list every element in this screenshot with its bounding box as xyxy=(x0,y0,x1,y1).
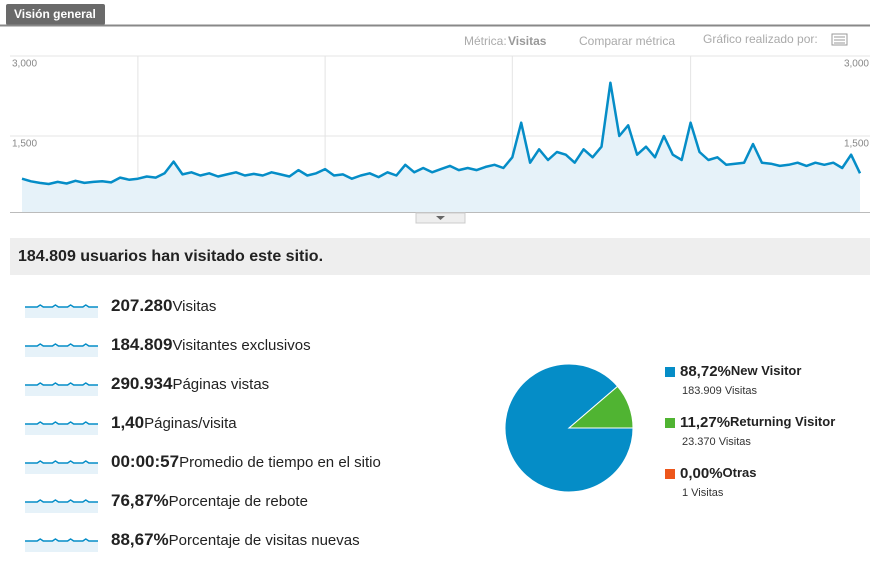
metric-label: Páginas vistas xyxy=(172,376,269,393)
plot xyxy=(21,81,862,212)
sparkline-bg xyxy=(25,307,98,318)
legend-name: Returning Visitor xyxy=(730,414,835,429)
summary-bar xyxy=(10,238,870,275)
sparkline[interactable] xyxy=(25,538,98,552)
y-tick-label: 3,000 xyxy=(12,59,37,70)
legend-entry: 11,27%Returning Visitor xyxy=(680,414,835,431)
graph-icon[interactable] xyxy=(831,33,848,46)
resize-handle[interactable] xyxy=(415,212,466,224)
metric-value: 1,40 xyxy=(111,413,144,432)
metric[interactable]: 00:00:57Promedio de tiempo en el sitio xyxy=(111,452,381,471)
legend-detail: 23.370 Visitas xyxy=(682,436,751,448)
sparkline-line xyxy=(25,382,98,386)
legend-value: 88,72% xyxy=(680,363,731,380)
sparkline[interactable] xyxy=(25,343,98,357)
legend-detail: 183.909 Visitas xyxy=(682,385,758,397)
tab[interactable] xyxy=(6,4,105,25)
sparkline-bg xyxy=(25,385,98,396)
line xyxy=(21,81,862,186)
metric-value: 88,67% xyxy=(111,530,169,549)
summary-text: 184.809 usuarios han visitado este sitio… xyxy=(18,248,323,265)
y-tick-label: 1,500 xyxy=(12,139,37,150)
area-fill xyxy=(22,82,860,212)
sparkline-line xyxy=(25,304,98,308)
legend-value: 0,00% xyxy=(680,465,723,482)
legend-value: 11,27% xyxy=(680,414,730,431)
metric[interactable]: 1,40Páginas/visita xyxy=(111,413,237,432)
legend-entry: 88,72%New Visitor xyxy=(680,363,801,380)
metric-label: Páginas/visita xyxy=(144,415,237,432)
legend-detail: 1 Visitas xyxy=(682,487,724,499)
metric-label: Visitas xyxy=(172,298,216,315)
legend-swatch xyxy=(665,418,675,428)
metric-label: Promedio de tiempo en el sitio xyxy=(179,454,381,471)
sparkline-line xyxy=(25,538,98,542)
metric-label: Visitantes exclusivos xyxy=(172,337,310,354)
metric-value: 184.809 xyxy=(111,335,172,354)
graph-by[interactable]: Gráfico realizado por: xyxy=(703,32,818,46)
visitor-pie: 88,72%New Visitor 183.909 Visitas 11,27%Re… xyxy=(504,363,835,499)
legend-entry: 0,00%Otras xyxy=(680,465,757,482)
sparkline-bg xyxy=(25,424,98,435)
sparkline[interactable] xyxy=(25,382,98,396)
tab-label[interactable]: Visión general xyxy=(14,7,96,21)
metric-value: 00:00:57 xyxy=(111,452,179,471)
legend-name: New Visitor xyxy=(731,363,802,378)
metric[interactable]: 207.280Visitas xyxy=(111,296,216,315)
metric[interactable]: 290.934Páginas vistas xyxy=(111,374,269,393)
sparkline[interactable] xyxy=(25,421,98,435)
sparkline-line xyxy=(25,460,98,464)
sparkline-bg xyxy=(25,541,98,552)
metric[interactable]: 88,67%Porcentaje de visitas nuevas xyxy=(111,530,360,549)
metric-value: 290.934 xyxy=(111,374,173,393)
legend-swatch xyxy=(665,367,675,377)
metric-label: Métrica: xyxy=(464,34,507,48)
metric-value: 76,87% xyxy=(111,491,169,510)
sparkline-bg xyxy=(25,502,98,513)
metric[interactable]: 184.809Visitantes exclusivos xyxy=(111,335,311,354)
legend-name: Otras xyxy=(723,465,757,480)
sparkline-bg xyxy=(25,346,98,357)
sparkline[interactable] xyxy=(25,460,98,474)
metric-label: Porcentaje de rebote xyxy=(169,493,308,510)
sparkline-line xyxy=(25,421,98,425)
metric-select[interactable]: Visitas xyxy=(508,34,547,48)
sparkline[interactable] xyxy=(25,499,98,513)
metric-value: 207.280 xyxy=(111,296,172,315)
metric-label: Porcentaje de visitas nuevas xyxy=(169,532,360,549)
metric[interactable]: 76,87%Porcentaje de rebote xyxy=(111,491,308,510)
y2-tick-label: 1,500 xyxy=(844,139,869,150)
sparkline[interactable] xyxy=(25,304,98,318)
legend-swatch xyxy=(665,469,675,479)
sparkline-line xyxy=(25,499,98,503)
compare-metric[interactable]: Comparar métrica xyxy=(579,34,675,48)
sparkline-line xyxy=(25,343,98,347)
y2-tick-label: 3,000 xyxy=(844,59,869,70)
metrics-list: 207.280Visitas 184.809Visitantes exclusiv… xyxy=(25,296,381,552)
sparkline-bg xyxy=(25,463,98,474)
